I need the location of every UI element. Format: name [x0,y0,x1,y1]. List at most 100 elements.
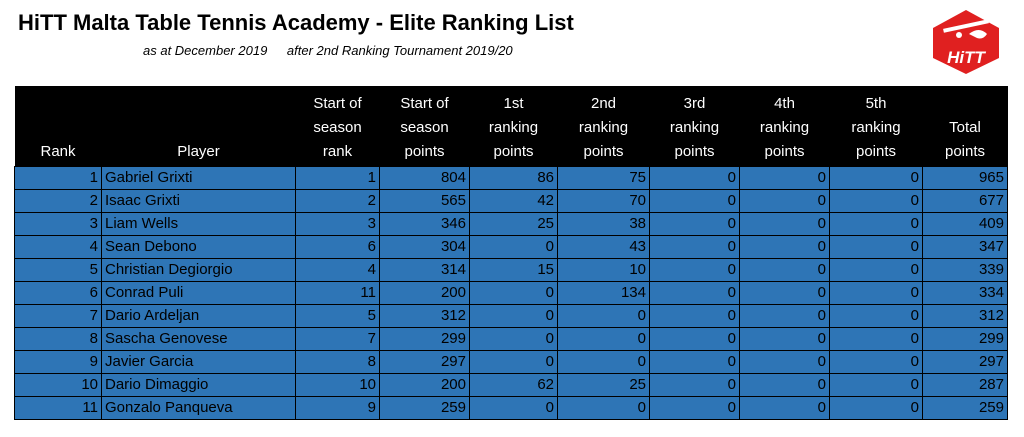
player-name-cell: Gabriel Grixti [101,166,296,190]
table-cell: 339 [922,258,1008,282]
table-cell: 0 [649,304,740,328]
column-header: 2nd ranking points [557,86,650,167]
column-header-line: ranking [578,119,629,136]
logo-text: HiTT [947,48,986,67]
column-header-line: ranking [669,119,720,136]
table-row: 6 Conrad Puli 11 200 0 134 0 0 0 334 [14,281,1008,305]
table-cell: 0 [469,350,558,374]
table-cell: 4 [14,235,102,259]
table-cell: 0 [739,258,830,282]
table-cell: 0 [739,189,830,213]
table-cell: 0 [469,281,558,305]
table-cell: 0 [829,235,923,259]
table-cell: 0 [739,350,830,374]
column-header: 3rd ranking points [649,86,740,167]
table-cell: 4 [295,258,380,282]
column-header-line: points [674,143,715,160]
table-cell: 0 [829,189,923,213]
table-cell: 10 [14,373,102,397]
column-header: Total points [922,86,1008,167]
player-name-cell: Gonzalo Panqueva [101,396,296,420]
column-header-line: 4th [774,95,795,112]
table-cell: 9 [295,396,380,420]
table-cell: 7 [14,304,102,328]
table-cell: 0 [829,258,923,282]
table-cell: 0 [829,373,923,397]
table-cell: 6 [14,281,102,305]
table-cell: 0 [739,327,830,351]
ranking-table: Rank Player Start of season rank Start of seas… [14,86,1008,420]
table-cell: 0 [739,235,830,259]
table-cell: 346 [379,212,470,236]
table-cell: 75 [557,166,650,190]
column-header-line: points [404,143,445,160]
table-cell: 2 [295,189,380,213]
table-cell: 6 [295,235,380,259]
table-cell: 0 [829,304,923,328]
hitt-logo: HiTT [929,8,1004,76]
player-name-cell: Dario Ardeljan [101,304,296,328]
table-cell: 0 [649,212,740,236]
column-header-line: ranking [488,119,539,136]
column-header-line: points [855,143,897,160]
column-header-line: points [944,143,986,160]
table-cell: 8 [295,350,380,374]
table-cell: 0 [649,166,740,190]
table-cell: 3 [14,212,102,236]
table-cell: 0 [469,396,558,420]
table-row: 10 Dario Dimaggio 10 200 62 25 0 0 0 287 [14,373,1008,397]
player-name-cell: Conrad Puli [101,281,296,305]
table-row: 7 Dario Ardeljan 5 312 0 0 0 0 0 312 [14,304,1008,328]
table-row: 11 Gonzalo Panqueva 9 259 0 0 0 0 0 259 [14,396,1008,420]
page-title: HiTT Malta Table Tennis Academy - Elite … [18,10,574,35]
table-cell: 314 [379,258,470,282]
table-cell: 7 [295,327,380,351]
column-header: 5th ranking points [829,86,923,167]
table-cell: 11 [295,281,380,305]
table-cell: 0 [829,166,923,190]
table-cell: 0 [557,304,650,328]
table-cell: 5 [14,258,102,282]
table-cell: 0 [829,396,923,420]
table-row: 2 Isaac Grixti 2 565 42 70 0 0 0 677 [14,189,1008,213]
table-cell: 287 [922,373,1008,397]
table-cell: 0 [557,396,650,420]
table-cell: 0 [557,350,650,374]
table-cell: 10 [557,258,650,282]
table-cell: 25 [469,212,558,236]
table-cell: 0 [739,212,830,236]
table-cell: 8 [14,327,102,351]
table-cell: 0 [649,373,740,397]
table-cell: 25 [557,373,650,397]
column-header-line: points [493,143,534,160]
table-cell: 42 [469,189,558,213]
player-name-cell: Christian Degiorgio [101,258,296,282]
table-cell: 0 [739,281,830,305]
column-header: Rank [14,86,102,167]
table-cell: 0 [649,258,740,282]
column-header-line: points [764,143,805,160]
table-cell: 299 [922,327,1008,351]
table-cell: 0 [649,350,740,374]
table-cell: 965 [922,166,1008,190]
table-cell: 1 [295,166,380,190]
table-cell: 3 [295,212,380,236]
column-header: Player [101,86,296,167]
table-cell: 0 [469,235,558,259]
table-cell: 347 [922,235,1008,259]
table-cell: 312 [379,304,470,328]
table-cell: 0 [649,189,740,213]
table-cell: 134 [557,281,650,305]
column-header: 4th ranking points [739,86,830,167]
table-cell: 15 [469,258,558,282]
player-name-cell: Dario Dimaggio [101,373,296,397]
column-header-line: Start of [400,95,449,112]
table-cell: 86 [469,166,558,190]
table-cell: 297 [922,350,1008,374]
table-row: 3 Liam Wells 3 346 25 38 0 0 0 409 [14,212,1008,236]
player-name-cell: Liam Wells [101,212,296,236]
player-name-cell: Sean Debono [101,235,296,259]
table-cell: 804 [379,166,470,190]
table-cell: 0 [649,396,740,420]
table-cell: 70 [557,189,650,213]
